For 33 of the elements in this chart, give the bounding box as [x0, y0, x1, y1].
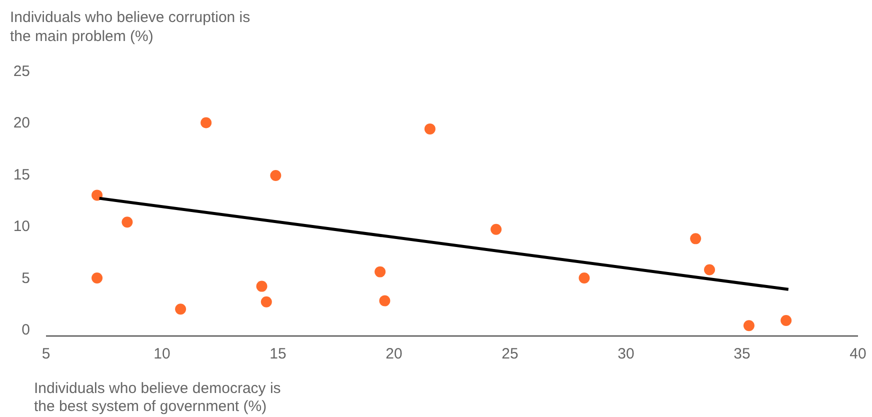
point	[200, 117, 212, 128]
y-tick-label: 0	[22, 322, 30, 339]
x-tick-label: 30	[618, 346, 634, 363]
y-tick-label: 5	[22, 270, 30, 287]
point	[122, 216, 133, 228]
point	[270, 170, 282, 182]
point	[780, 314, 792, 326]
point	[490, 224, 502, 235]
point	[743, 320, 754, 332]
x-tick-label: 20	[386, 346, 402, 363]
point	[374, 266, 386, 278]
x-tick-label: 35	[734, 346, 750, 363]
point	[424, 123, 436, 134]
y-tick-label: 20	[13, 114, 30, 132]
point	[690, 233, 702, 244]
x-tick-label: 10	[154, 346, 170, 363]
x-tick-label: 40	[850, 346, 866, 363]
point	[256, 280, 268, 292]
point	[704, 264, 716, 276]
y-tick-label: 15	[13, 166, 30, 184]
point	[92, 190, 103, 201]
y-axis-title: Individuals who believe corruption is the main problem (%)	[10, 9, 250, 45]
point	[175, 304, 186, 315]
point	[578, 272, 590, 284]
point	[260, 296, 272, 308]
x-tick-label: 5	[42, 346, 50, 363]
point	[379, 295, 390, 306]
x-tick-label: 25	[502, 346, 518, 363]
x-tick-label: 15	[270, 346, 286, 363]
point	[92, 272, 103, 284]
y-tick-label: 10	[13, 218, 30, 236]
y-tick-label: 25	[13, 62, 30, 80]
x-axis-title: Individuals who believe democracy is the best system of government (%)	[34, 380, 281, 415]
